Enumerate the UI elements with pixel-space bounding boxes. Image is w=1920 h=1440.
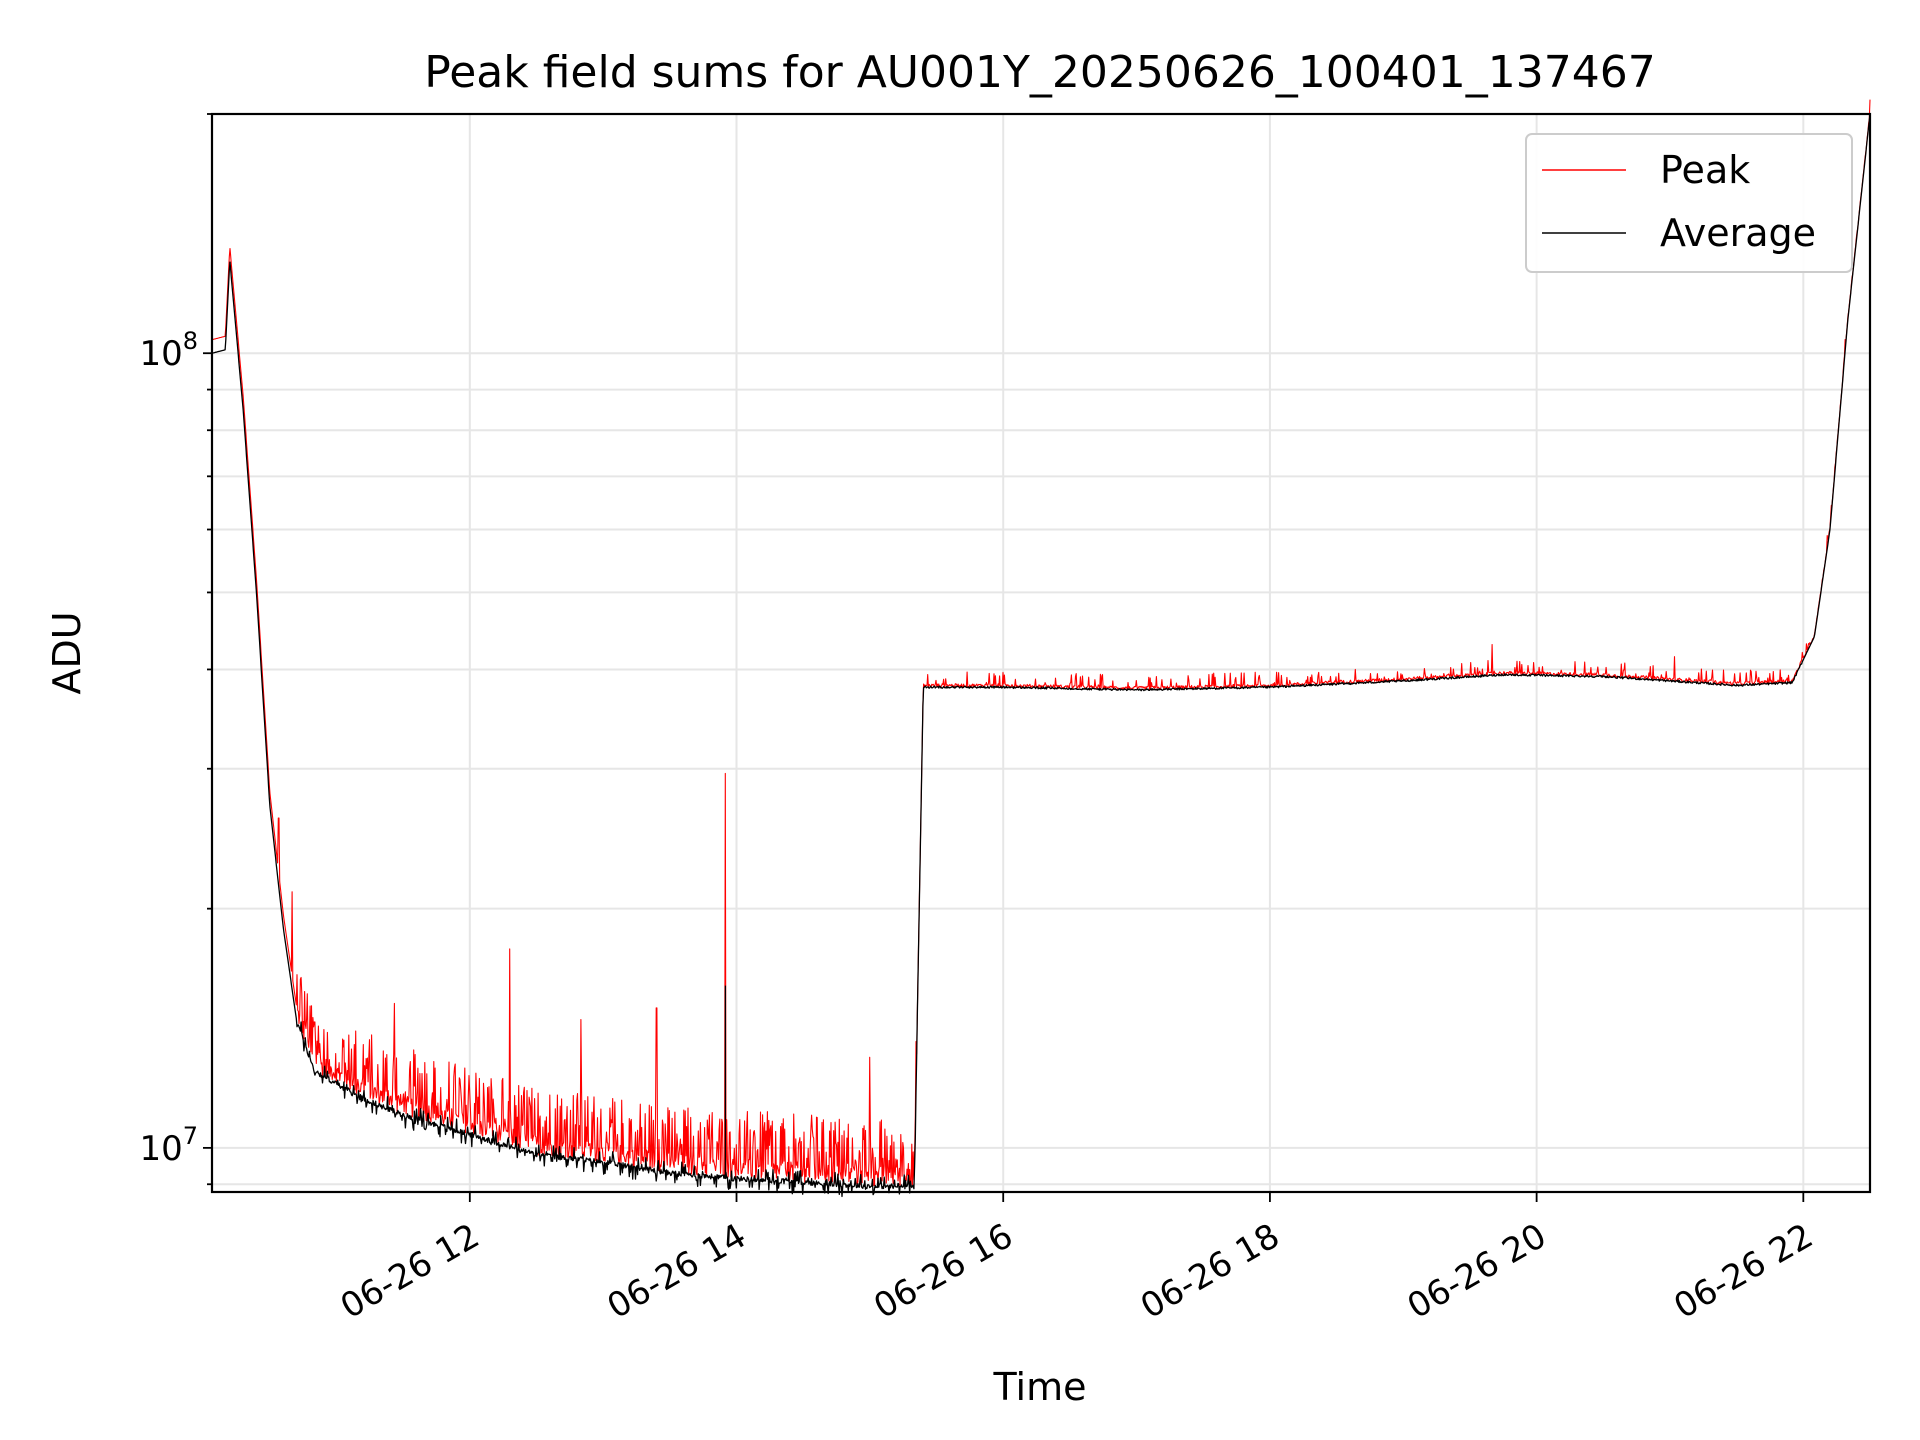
y-tick-label-exponent: 8 [183,327,198,355]
y-tick-label: 108 [139,327,198,374]
y-tick-label-base: 10 [139,1129,182,1169]
chart-title: Peak field sums for AU001Y_20250626_1004… [424,47,1656,98]
legend: Peak Average [1525,133,1853,273]
series-average-line [211,113,1871,1198]
legend-peak-label: Peak [1660,148,1750,192]
x-axis-label: Time [993,1365,1087,1409]
y-tick-label: 107 [139,1122,198,1169]
y-axis-label: ADU [45,611,89,694]
legend-average-label: Average [1660,211,1816,255]
legend-box [1525,133,1853,273]
y-tick-label-exponent: 7 [183,1122,198,1150]
plot-frame [210,112,1872,1194]
y-tick-label-base: 10 [139,334,182,374]
plot-area [211,99,1871,1198]
series-peak-line [211,99,1871,1187]
grid [212,113,1870,1192]
